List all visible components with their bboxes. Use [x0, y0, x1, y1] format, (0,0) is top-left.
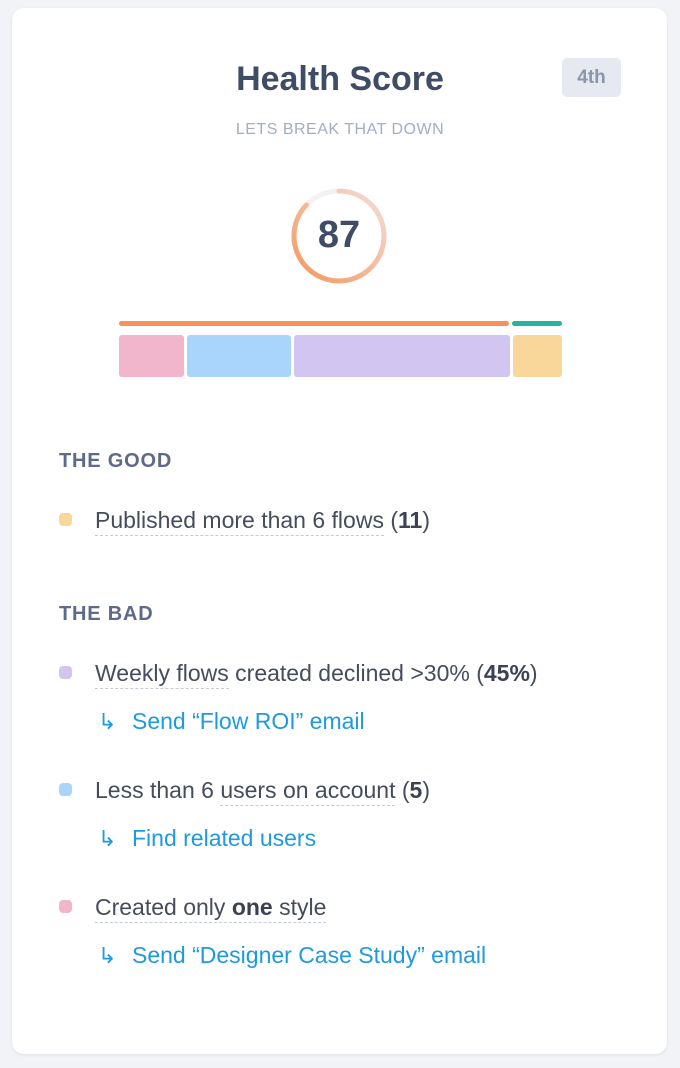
arrow-right-icon: ↳	[98, 826, 117, 851]
bad-item-term[interactable]: Created only one style	[95, 894, 327, 923]
bad-item-value: one	[231, 894, 273, 920]
blue-dot-icon	[59, 783, 72, 796]
bad-item-value: 5	[409, 777, 423, 803]
breakdown-bar-segment	[293, 335, 511, 377]
summary-bar-segment	[119, 321, 510, 326]
score-value: 87	[317, 214, 361, 256]
bad-item-value: 45%	[483, 660, 530, 686]
breakdown-bar-segment	[119, 335, 184, 377]
summary-bar-segment	[512, 321, 562, 326]
bad-item-text: Weekly flows created declined >30% (45%)	[95, 655, 538, 691]
card-subtitle: LETS BREAK THAT DOWN	[235, 121, 445, 138]
yellow-dot-icon	[59, 513, 72, 526]
card-title: Health Score	[236, 60, 444, 98]
score-ring-progress	[291, 188, 387, 284]
bad-section-title: THE BAD	[59, 603, 154, 625]
health-score-card	[12, 8, 667, 1054]
bad-item-term[interactable]: users on account	[220, 777, 396, 806]
breakdown-bar-segment	[513, 335, 562, 377]
send-flow-roi-email-link[interactable]: ↳ Send “Flow ROI” email	[98, 703, 365, 740]
breakdown-bar-segment	[186, 335, 291, 377]
send-designer-case-study-email-link[interactable]: ↳ Send “Designer Case Study” email	[98, 937, 486, 974]
find-related-users-link[interactable]: ↳ Find related users	[98, 820, 316, 857]
purple-dot-icon	[59, 666, 72, 679]
good-section-title: THE GOOD	[59, 450, 173, 472]
rank-badge: 4th	[562, 58, 621, 97]
arrow-right-icon: ↳	[98, 709, 117, 734]
score-ring	[291, 188, 387, 284]
bad-item-text: Less than 6 users on account (5)	[95, 772, 430, 808]
arrow-right-icon: ↳	[98, 943, 117, 968]
pink-dot-icon	[59, 900, 72, 913]
bad-item-term[interactable]: Weekly flows	[95, 660, 229, 689]
bad-item-text: Created only one style	[95, 889, 327, 925]
good-item-value: 11	[398, 507, 423, 533]
good-item-text: Published more than 6 flows (11)	[95, 502, 430, 538]
good-item-term[interactable]: Published more than 6 flows	[95, 507, 384, 536]
